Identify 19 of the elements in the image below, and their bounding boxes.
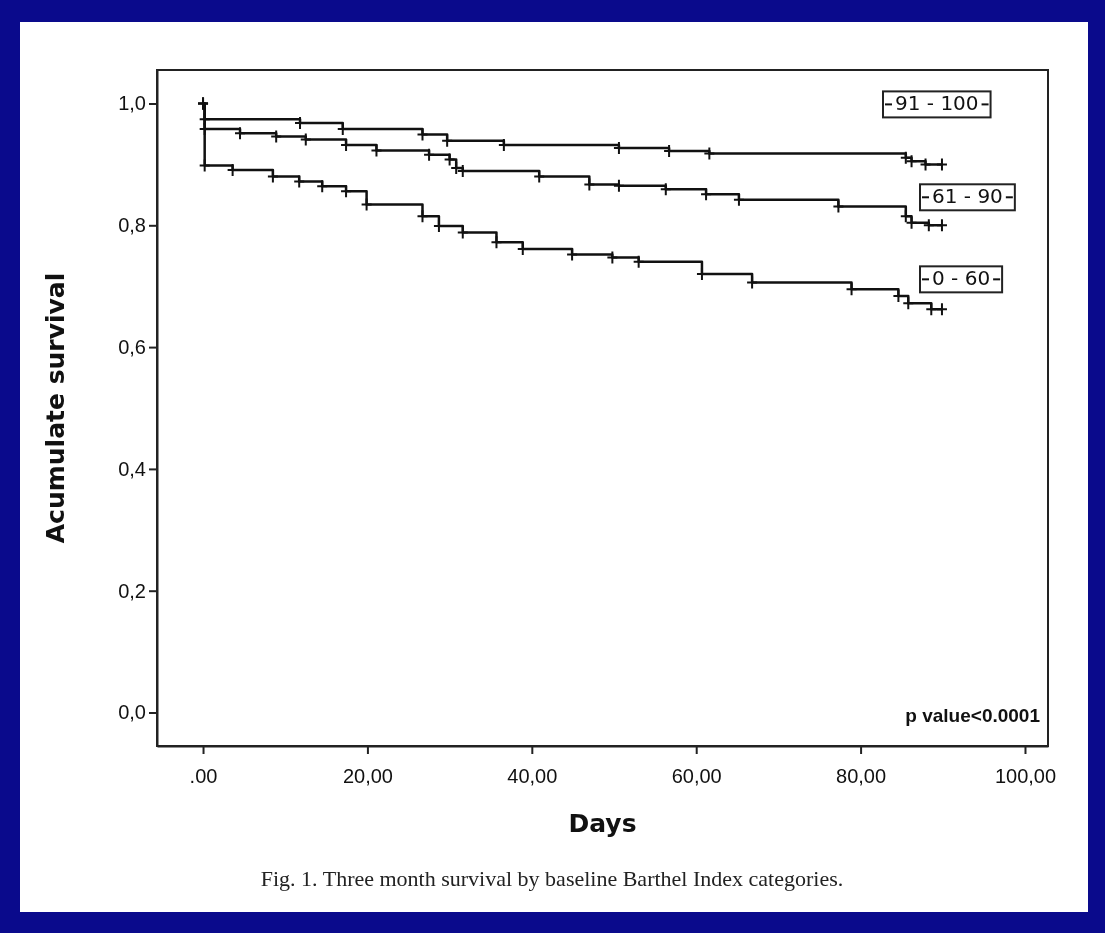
x-tick-label: 80,00 (836, 765, 887, 787)
y-tick-label: 0,6 (118, 336, 146, 358)
annotation: p value<0.0001 (905, 705, 1041, 726)
x-tick-label: 40,00 (507, 765, 558, 787)
x-tick-label: 20,00 (342, 765, 393, 787)
legend-label: 0 - 60 (932, 265, 991, 290)
x-tick-label: 60,00 (671, 765, 722, 787)
y-tick-label: 0,4 (118, 457, 146, 480)
caption: Fig. 1. Three month survival by baseline Barthel Index categories. (260, 866, 844, 891)
y-tick-label: 0,8 (118, 214, 146, 237)
y-tick-label: 0,0 (118, 701, 146, 724)
y-axis-title: Acumulate survival (41, 272, 70, 544)
x-tick-label: .00 (189, 765, 218, 787)
y-tick-label: 0,2 (118, 579, 146, 602)
x-axis-title: Days (568, 809, 637, 838)
y-tick-label: 1,0 (118, 92, 146, 115)
legend-label: 91 - 100 (895, 90, 979, 115)
legend-label: 61 - 90 (932, 183, 1003, 208)
x-tick-label: 100,00 (994, 765, 1057, 787)
